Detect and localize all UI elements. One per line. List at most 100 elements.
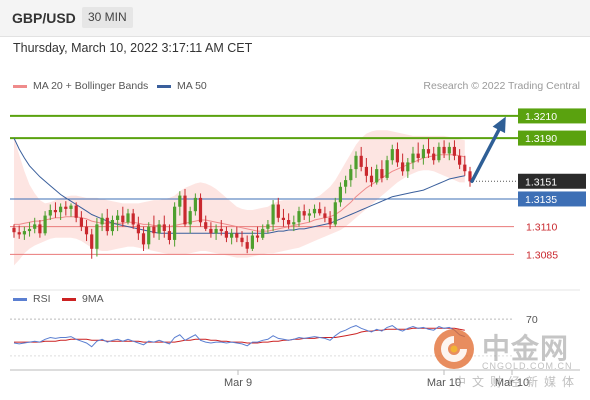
ma20-line <box>14 154 465 232</box>
candle-body <box>390 149 394 161</box>
candle-body <box>209 228 213 234</box>
timeframe-badge[interactable]: 30 MIN <box>82 7 133 28</box>
cngold-logo-icon <box>434 329 474 369</box>
candle-body <box>147 226 151 245</box>
candle-body <box>121 215 125 223</box>
legend-swatch-ma50 <box>157 84 171 88</box>
candle-body <box>100 217 104 225</box>
candle-body <box>224 231 228 238</box>
candle-body <box>240 237 244 243</box>
chart-header: GBP/USD 30 MIN <box>0 0 590 37</box>
candle-body <box>344 180 348 187</box>
candle-body <box>385 160 389 178</box>
instrument-title: GBP/USD <box>12 10 76 26</box>
candle-body <box>333 202 337 225</box>
candle-body <box>38 224 42 234</box>
candle-body <box>48 210 52 216</box>
ma50-line <box>13 137 465 234</box>
candle-body <box>17 232 21 235</box>
candle-body <box>214 228 218 234</box>
candle-body <box>447 146 451 154</box>
level-label-1.3190: 1.3190 <box>518 130 586 146</box>
research-credit: Research © 2022 Trading Central <box>423 80 580 92</box>
candle-body <box>204 222 208 229</box>
level-label-box <box>518 108 586 124</box>
candles <box>12 138 472 259</box>
candle-body <box>395 149 399 163</box>
x-axis: Mar 9 Mar 10 Mar 10 <box>224 370 529 389</box>
legend-swatch-bollinger <box>13 84 27 88</box>
rsi-line <box>13 325 465 348</box>
candle-body <box>369 175 374 183</box>
candle-body <box>364 166 368 176</box>
candle-body <box>152 226 156 234</box>
candle-body <box>406 162 410 172</box>
candle-body <box>12 227 16 233</box>
candle-body <box>105 217 109 232</box>
candle-body <box>43 215 47 234</box>
candle-body <box>141 233 146 245</box>
candle-body <box>302 211 306 216</box>
candle-body <box>452 146 456 156</box>
moving-averages <box>13 137 465 234</box>
level-label-1.3210: 1.3210 <box>518 108 586 124</box>
candle-body <box>173 206 177 240</box>
watermark-brand: 中金网 <box>482 332 570 365</box>
rsi-ma-line <box>14 327 465 344</box>
candle-body <box>328 217 332 225</box>
candle-body <box>183 195 187 225</box>
candle-body <box>22 231 26 235</box>
candle-body <box>178 195 182 207</box>
level-label-text: 1.3135 <box>525 194 557 206</box>
candle-body <box>437 146 441 161</box>
legend-rsi: RSI <box>13 293 51 305</box>
candle-body <box>276 204 280 218</box>
rsi-panel: 70 <box>10 314 538 357</box>
candle-body <box>167 231 171 240</box>
candle-body <box>116 215 120 220</box>
level-label-text: 1.3151 <box>525 176 557 188</box>
candle-body <box>245 242 249 249</box>
level-label-text: 1.3190 <box>525 133 557 145</box>
bollinger-bands <box>14 130 465 266</box>
candle-body <box>230 233 234 238</box>
candle-body <box>266 224 270 229</box>
candle-body <box>33 224 37 229</box>
legend-bollinger-label: MA 20 + Bollinger Bands <box>33 80 149 92</box>
candle-body <box>193 197 197 212</box>
grid <box>10 289 580 371</box>
candle-body <box>442 146 446 154</box>
candle-body <box>349 169 353 181</box>
candle-body <box>307 213 311 216</box>
candle-body <box>323 213 327 218</box>
candle-body <box>416 153 420 158</box>
candle-body <box>64 206 68 209</box>
candle-body <box>27 228 32 232</box>
level-label-1.3151: 1.3151 <box>518 173 586 189</box>
candle-body <box>312 208 317 214</box>
candle-body <box>261 228 265 238</box>
watermark-subtitle: 中文财经新媒体 <box>454 375 581 389</box>
candle-body <box>136 224 140 234</box>
candle-body <box>90 234 94 249</box>
legend-ma50: MA 50 <box>157 80 207 92</box>
candle-body <box>287 220 291 225</box>
candle-body <box>126 213 130 223</box>
candle-body <box>271 204 275 225</box>
candle-body <box>458 155 462 165</box>
candle-body <box>162 224 166 231</box>
candle-body <box>281 217 285 220</box>
candle-body <box>411 153 415 163</box>
candle-body <box>84 226 89 235</box>
candle-body <box>188 211 192 225</box>
candle-body <box>354 155 358 170</box>
level-label-box <box>518 173 586 189</box>
candle-body <box>463 164 467 172</box>
legend-bollinger: MA 20 + Bollinger Bands <box>13 80 148 92</box>
x-tick-label: Mar 9 <box>224 377 252 389</box>
rsi-tick-label: 70 <box>526 314 538 326</box>
candle-body <box>131 213 135 225</box>
x-tick-label: Mar 10 <box>495 377 529 389</box>
level-label-box <box>518 191 586 207</box>
